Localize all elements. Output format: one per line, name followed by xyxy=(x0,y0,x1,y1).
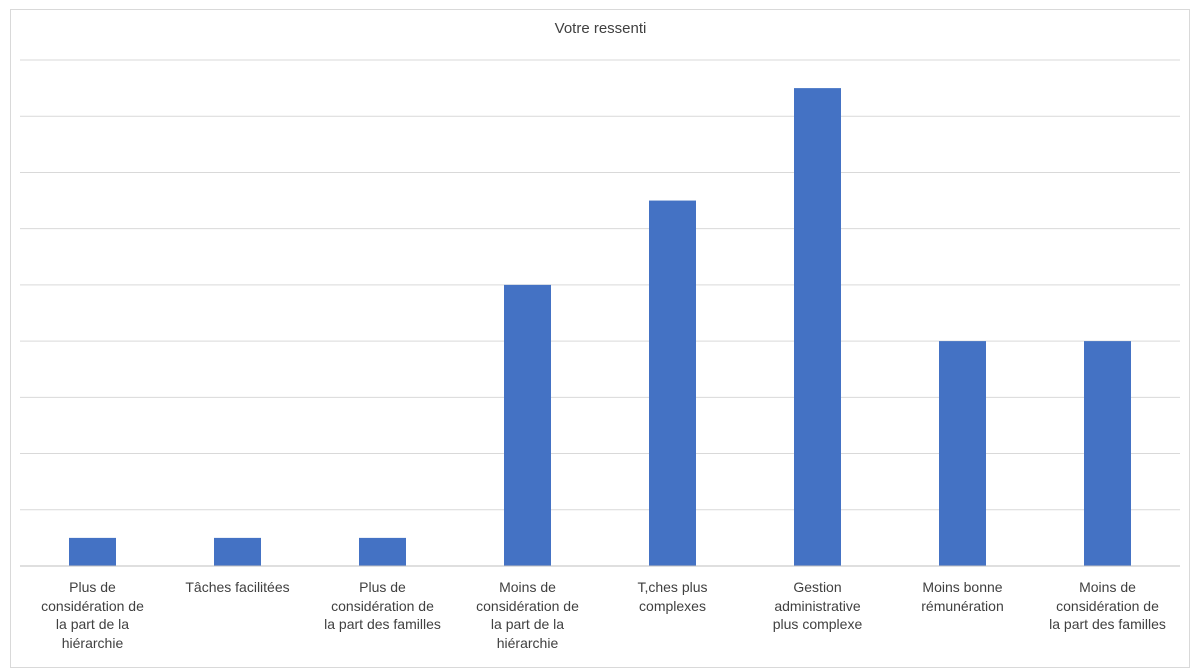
bar-6 xyxy=(794,88,841,566)
x-tick-label-line: considération de xyxy=(458,597,598,616)
x-tick-label-line: la part des familles xyxy=(313,615,453,634)
x-tick-label-line: Moins bonne xyxy=(893,578,1033,597)
x-tick-label: Gestion administrative plus complexe xyxy=(748,578,888,634)
x-tick-label-line: considération de xyxy=(23,597,163,616)
x-tick-label-line: considération de xyxy=(313,597,453,616)
x-tick-label: Tâches facilitées xyxy=(168,578,308,597)
bar-3 xyxy=(359,538,406,566)
x-tick-label-line: rémunération xyxy=(893,597,1033,616)
bar-5 xyxy=(649,201,696,566)
x-tick-label-line: Gestion xyxy=(748,578,888,597)
x-tick-label-line: la part de la xyxy=(23,615,163,634)
x-tick-label-line: Tâches facilitées xyxy=(168,578,308,597)
x-tick-label-line: hiérarchie xyxy=(458,634,598,653)
x-tick-label: Plus de considération de la part de la hiér… xyxy=(23,578,163,652)
x-tick-label-line: T,ches plus xyxy=(603,578,743,597)
bar-8 xyxy=(1084,341,1131,566)
x-tick-label: T,ches plus complexes xyxy=(603,578,743,615)
x-tick-label: Moins de considération de la part des fami… xyxy=(1038,578,1178,634)
x-tick-label: Moins bonne rémunération xyxy=(893,578,1033,615)
bar-2 xyxy=(214,538,261,566)
bar-4 xyxy=(504,285,551,566)
x-tick-label: Plus de considération de la part des famil… xyxy=(313,578,453,634)
x-tick-label-line: complexes xyxy=(603,597,743,616)
x-tick-label-line: Moins de xyxy=(1038,578,1178,597)
x-tick-label-line: Moins de xyxy=(458,578,598,597)
bar-1 xyxy=(69,538,116,566)
x-tick-label-line: Plus de xyxy=(23,578,163,597)
x-tick-label-line: plus complexe xyxy=(748,615,888,634)
bar-7 xyxy=(939,341,986,566)
x-tick-label-line: considération de xyxy=(1038,597,1178,616)
x-tick-label-line: administrative xyxy=(748,597,888,616)
x-tick-label-line: Plus de xyxy=(313,578,453,597)
x-tick-label-line: la part de la xyxy=(458,615,598,634)
x-tick-label-line: hiérarchie xyxy=(23,634,163,653)
x-tick-label: Moins de considération de la part de la hié… xyxy=(458,578,598,652)
x-tick-label-line: la part des familles xyxy=(1038,615,1178,634)
